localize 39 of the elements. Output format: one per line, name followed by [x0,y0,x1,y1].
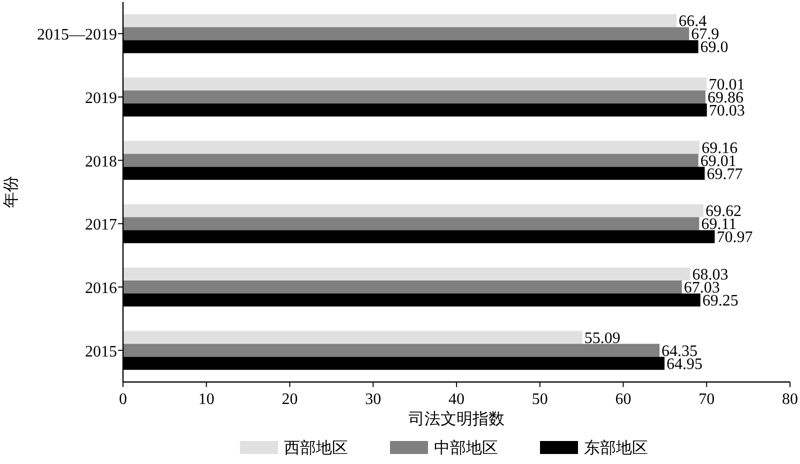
bar [123,78,707,90]
y-tick-label: 2015 [85,343,117,360]
x-tick-label: 80 [782,391,798,408]
bar [123,154,698,167]
data-label: 69.0 [700,39,728,56]
legend-label: 东部地区 [584,439,648,457]
bar [123,344,660,357]
x-tick-label: 60 [615,391,632,408]
data-label: 64.95 [666,356,703,373]
y-axis-title: 年份 [3,176,20,208]
bar [123,217,700,230]
y-tick-label: 2018 [85,153,117,170]
x-tick-label: 40 [448,391,464,408]
y-tick-label: 2019 [85,90,117,107]
x-tick-label: 30 [365,391,382,408]
x-tick-label: 10 [198,391,214,408]
data-label: 70.03 [708,102,745,120]
bar [123,140,700,154]
legend-label: 中部地区 [434,439,498,457]
bar [123,268,690,280]
data-label: 55.09 [584,330,620,347]
data-label: 69.77 [706,166,743,183]
bar [123,280,682,294]
bar [123,14,677,28]
legend-label: 西部地区 [284,439,348,457]
bar [123,90,706,104]
bar [123,330,582,344]
y-tick-label: 2017 [85,216,117,234]
data-label: 70.97 [716,229,753,246]
x-tick-label: 0 [119,391,127,408]
x-tick-label: 50 [532,391,548,408]
bar [123,204,704,218]
x-tick-label: 70 [698,391,715,408]
y-tick-label: 2016 [85,280,117,297]
bar [123,27,690,40]
x-tick-label: 20 [282,391,298,408]
data-label: 69.25 [702,292,738,310]
x-axis-title: 司法文明指数 [408,410,504,428]
y-tick-label: 2015—2019 [37,26,117,44]
